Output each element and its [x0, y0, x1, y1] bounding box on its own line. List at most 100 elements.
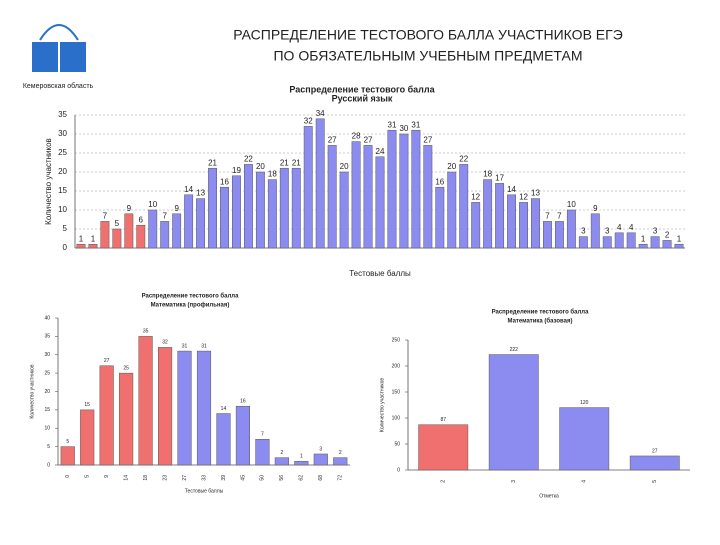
- x-tick-label: 56: [279, 475, 285, 481]
- value-label: 27: [328, 136, 337, 145]
- bar: [232, 175, 241, 249]
- bar: [435, 186, 445, 249]
- value-label: 20: [256, 162, 265, 171]
- bar: [495, 183, 505, 249]
- value-label: 4: [617, 223, 622, 232]
- bar: [411, 129, 421, 249]
- bar: [554, 221, 564, 249]
- bar: [76, 243, 86, 249]
- bar: [158, 347, 173, 466]
- value-label: 12: [471, 193, 480, 202]
- value-label: 16: [220, 177, 229, 186]
- value-label: 27: [652, 448, 658, 454]
- value-label: 1: [300, 454, 303, 460]
- value-label: 87: [440, 417, 446, 423]
- value-label: 9: [127, 204, 132, 213]
- bar: [614, 232, 624, 249]
- value-label: 16: [435, 177, 444, 186]
- value-label: 4: [629, 223, 634, 232]
- bar: [447, 171, 457, 249]
- bar: [519, 202, 528, 249]
- x-tick-label: 14: [123, 475, 129, 481]
- bar: [294, 461, 309, 466]
- y-tick-label: 0: [47, 462, 50, 468]
- chart-title: Распределение тестового балла: [289, 84, 435, 94]
- y-tick-label: 40: [44, 315, 50, 321]
- value-label: 21: [292, 158, 301, 167]
- bar: [315, 118, 325, 249]
- bar: [184, 194, 194, 249]
- bar: [138, 336, 153, 466]
- bar: [507, 194, 517, 249]
- bar: [578, 236, 588, 249]
- value-label: 18: [483, 170, 492, 179]
- bar: [255, 171, 265, 249]
- value-label: 14: [184, 185, 193, 194]
- bar: [196, 198, 206, 249]
- value-label: 14: [221, 406, 227, 412]
- chart-title: Распределение тестового балла: [492, 309, 590, 316]
- bar: [459, 164, 469, 249]
- value-label: 24: [376, 147, 385, 156]
- bar: [629, 455, 680, 471]
- value-label: 5: [115, 219, 120, 228]
- y-axis-label: Количество участников: [379, 378, 385, 432]
- value-label: 10: [148, 200, 157, 209]
- x-tick-label: 4: [582, 480, 588, 483]
- value-label: 1: [641, 234, 646, 243]
- value-label: 20: [340, 162, 349, 171]
- bar: [177, 350, 192, 466]
- value-label: 7: [261, 432, 264, 438]
- bar: [80, 409, 95, 466]
- value-label: 7: [557, 212, 562, 221]
- bar: [124, 213, 134, 249]
- y-tick-label: 25: [58, 148, 67, 157]
- value-label: 31: [388, 120, 397, 129]
- bar: [418, 424, 469, 471]
- chart-title: Распределение тестового балла: [142, 293, 240, 300]
- bar: [650, 236, 660, 249]
- bar: [136, 224, 146, 249]
- bar: [483, 179, 493, 249]
- x-tick-label: 3: [511, 480, 517, 483]
- value-label: 13: [531, 189, 540, 198]
- bar: [148, 209, 158, 249]
- value-label: 16: [240, 399, 246, 405]
- y-tick-label: 250: [392, 337, 401, 343]
- value-label: 7: [103, 212, 108, 221]
- value-label: 31: [182, 343, 188, 349]
- bar: [267, 179, 277, 249]
- bar: [488, 354, 539, 471]
- bar: [172, 213, 182, 249]
- value-label: 35: [143, 329, 149, 335]
- x-tick-label: 27: [182, 475, 188, 481]
- value-label: 120: [580, 400, 589, 406]
- value-label: 21: [280, 158, 289, 167]
- value-label: 31: [411, 120, 420, 129]
- x-tick-label: 0: [65, 475, 71, 478]
- value-label: 7: [545, 212, 550, 221]
- bar: [590, 213, 600, 249]
- y-tick-label: 20: [58, 167, 67, 176]
- x-tick-label: 68: [318, 475, 324, 481]
- value-label: 27: [364, 136, 373, 145]
- x-tick-label: 72: [338, 475, 344, 481]
- bar: [291, 167, 301, 249]
- value-label: 2: [280, 450, 283, 456]
- y-tick-label: 0: [63, 243, 68, 252]
- x-tick-label: 9: [104, 475, 110, 478]
- value-label: 1: [677, 234, 682, 243]
- value-label: 3: [581, 227, 586, 236]
- value-label: 25: [123, 365, 129, 371]
- value-label: 12: [519, 193, 528, 202]
- value-label: 31: [201, 343, 207, 349]
- value-label: 27: [104, 358, 110, 364]
- bar: [626, 232, 636, 249]
- bar: [375, 156, 385, 249]
- bar: [423, 145, 433, 249]
- logo-book-left: [32, 42, 58, 72]
- value-label: 28: [352, 132, 361, 141]
- bar: [638, 243, 648, 249]
- y-axis-label: Количество участников: [44, 138, 53, 225]
- value-label: 32: [162, 340, 168, 346]
